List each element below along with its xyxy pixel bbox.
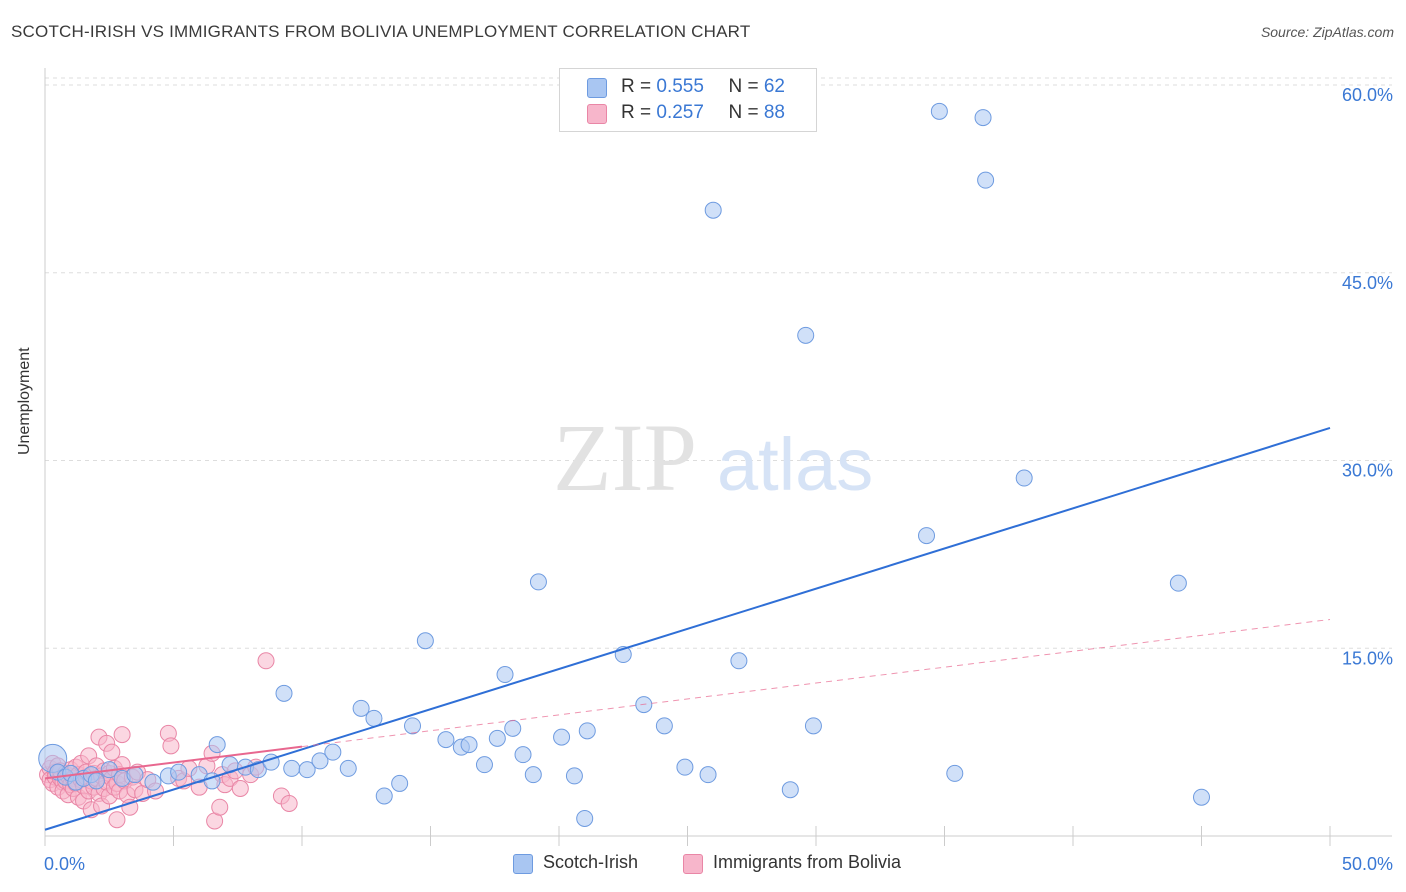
scotch-irish-point bbox=[781, 781, 799, 799]
scotch-irish-point bbox=[553, 728, 571, 746]
source-credit: Source: ZipAtlas.com bbox=[1260, 24, 1394, 40]
r-value: 0.555 bbox=[656, 76, 704, 97]
scotch-irish-point bbox=[283, 759, 301, 777]
legend-label: Immigrants from Bolivia bbox=[713, 852, 902, 872]
r-label: R = bbox=[621, 102, 657, 123]
scotch-irish-swatch bbox=[587, 78, 607, 98]
bolivia-point bbox=[257, 652, 275, 670]
scotch-irish-point bbox=[514, 746, 532, 764]
bolivia-swatch bbox=[587, 104, 607, 124]
scotch-irish-point bbox=[324, 743, 342, 761]
legend-label: Scotch-Irish bbox=[543, 852, 639, 872]
scotch-irish-point bbox=[375, 787, 393, 805]
bolivia-point bbox=[108, 811, 126, 829]
scotch-irish-point bbox=[365, 709, 383, 727]
scotch-irish-point bbox=[416, 632, 434, 650]
scotch-irish-point bbox=[404, 717, 422, 735]
stats-legend: R = 0.555 N = 62 R = 0.257 N = 88 bbox=[559, 68, 817, 132]
scotch-irish-point bbox=[275, 684, 293, 702]
series-legend: Scotch-Irish Immigrants from Bolivia bbox=[0, 852, 1406, 878]
scotch-irish-point bbox=[249, 761, 267, 779]
bolivia-trendline-solid bbox=[44, 745, 303, 780]
scotch-irish-point bbox=[524, 766, 542, 784]
scotch-irish-point bbox=[339, 759, 357, 777]
scotch-irish-point bbox=[87, 772, 105, 790]
n-label: N = bbox=[728, 102, 764, 123]
scotch-irish-point bbox=[475, 756, 493, 774]
scotch-irish-point bbox=[352, 699, 370, 717]
scotch-irish-point bbox=[529, 573, 547, 591]
scotch-irish-point bbox=[565, 767, 583, 785]
scotch-irish-point bbox=[1015, 469, 1033, 487]
scotch-irish-point bbox=[655, 717, 673, 735]
n-value: 62 bbox=[763, 76, 785, 97]
scotch-irish-point bbox=[977, 171, 995, 189]
x-tick-label: 0.0% bbox=[44, 854, 85, 874]
scotch-irish-point bbox=[208, 736, 226, 754]
scotch-irish-point bbox=[144, 773, 162, 791]
bolivia-point bbox=[121, 798, 139, 816]
r-label: R = bbox=[621, 76, 657, 97]
n-value: 88 bbox=[763, 102, 785, 123]
scotch-irish-point bbox=[1193, 788, 1210, 806]
y-tick-label: 15.0% bbox=[1342, 648, 1393, 668]
bolivia-point bbox=[162, 737, 180, 755]
scotch-irish-point bbox=[930, 102, 948, 120]
n-label: N = bbox=[728, 76, 764, 97]
scotch-irish-legend-swatch bbox=[513, 854, 533, 874]
scotch-irish-trendline bbox=[44, 427, 1331, 831]
bolivia-trendline-dashed bbox=[301, 618, 1331, 748]
scotch-irish-point bbox=[797, 326, 815, 344]
scotch-irish-point bbox=[311, 752, 329, 770]
scotch-irish-point bbox=[974, 109, 992, 127]
scotch-irish-point bbox=[804, 717, 822, 735]
bolivia-point bbox=[211, 798, 229, 816]
scotch-irish-point bbox=[496, 666, 514, 684]
scotch-irish-point bbox=[699, 766, 717, 784]
y-tick-label: 45.0% bbox=[1342, 273, 1393, 293]
chart-title: SCOTCH-IRISH VS IMMIGRANTS FROM BOLIVIA … bbox=[11, 22, 751, 41]
bolivia-point bbox=[231, 779, 249, 797]
scotch-irish-point bbox=[170, 763, 188, 781]
scotch-irish-point bbox=[460, 736, 478, 754]
bolivia-point bbox=[103, 743, 121, 761]
y-tick-label: 60.0% bbox=[1342, 85, 1393, 105]
bolivia-point bbox=[113, 726, 131, 744]
watermark-atlas: atlas bbox=[717, 423, 873, 506]
x-tick-label: 50.0% bbox=[1342, 854, 1393, 874]
scotch-irish-point bbox=[578, 722, 596, 740]
scotch-irish-point bbox=[437, 731, 455, 749]
scotch-irish-point bbox=[676, 758, 694, 776]
scotch-irish-point bbox=[946, 764, 964, 782]
bolivia-point bbox=[280, 794, 298, 812]
scotch-irish-point bbox=[576, 809, 594, 827]
r-value: 0.257 bbox=[656, 102, 704, 123]
scotch-irish-point bbox=[488, 729, 506, 747]
bolivia-legend-swatch bbox=[683, 854, 703, 874]
scotch-irish-point bbox=[918, 527, 936, 545]
scotch-irish-point bbox=[704, 201, 722, 219]
watermark-zip: ZIP bbox=[553, 404, 697, 511]
scotch-irish-point bbox=[298, 761, 316, 779]
scotch-irish-point bbox=[1169, 574, 1187, 592]
y-tick-label: 30.0% bbox=[1342, 461, 1393, 481]
scotch-irish-point bbox=[126, 766, 144, 784]
scotch-irish-point bbox=[730, 652, 748, 670]
scotch-irish-point bbox=[391, 774, 409, 792]
scotch-irish-point bbox=[504, 719, 522, 737]
